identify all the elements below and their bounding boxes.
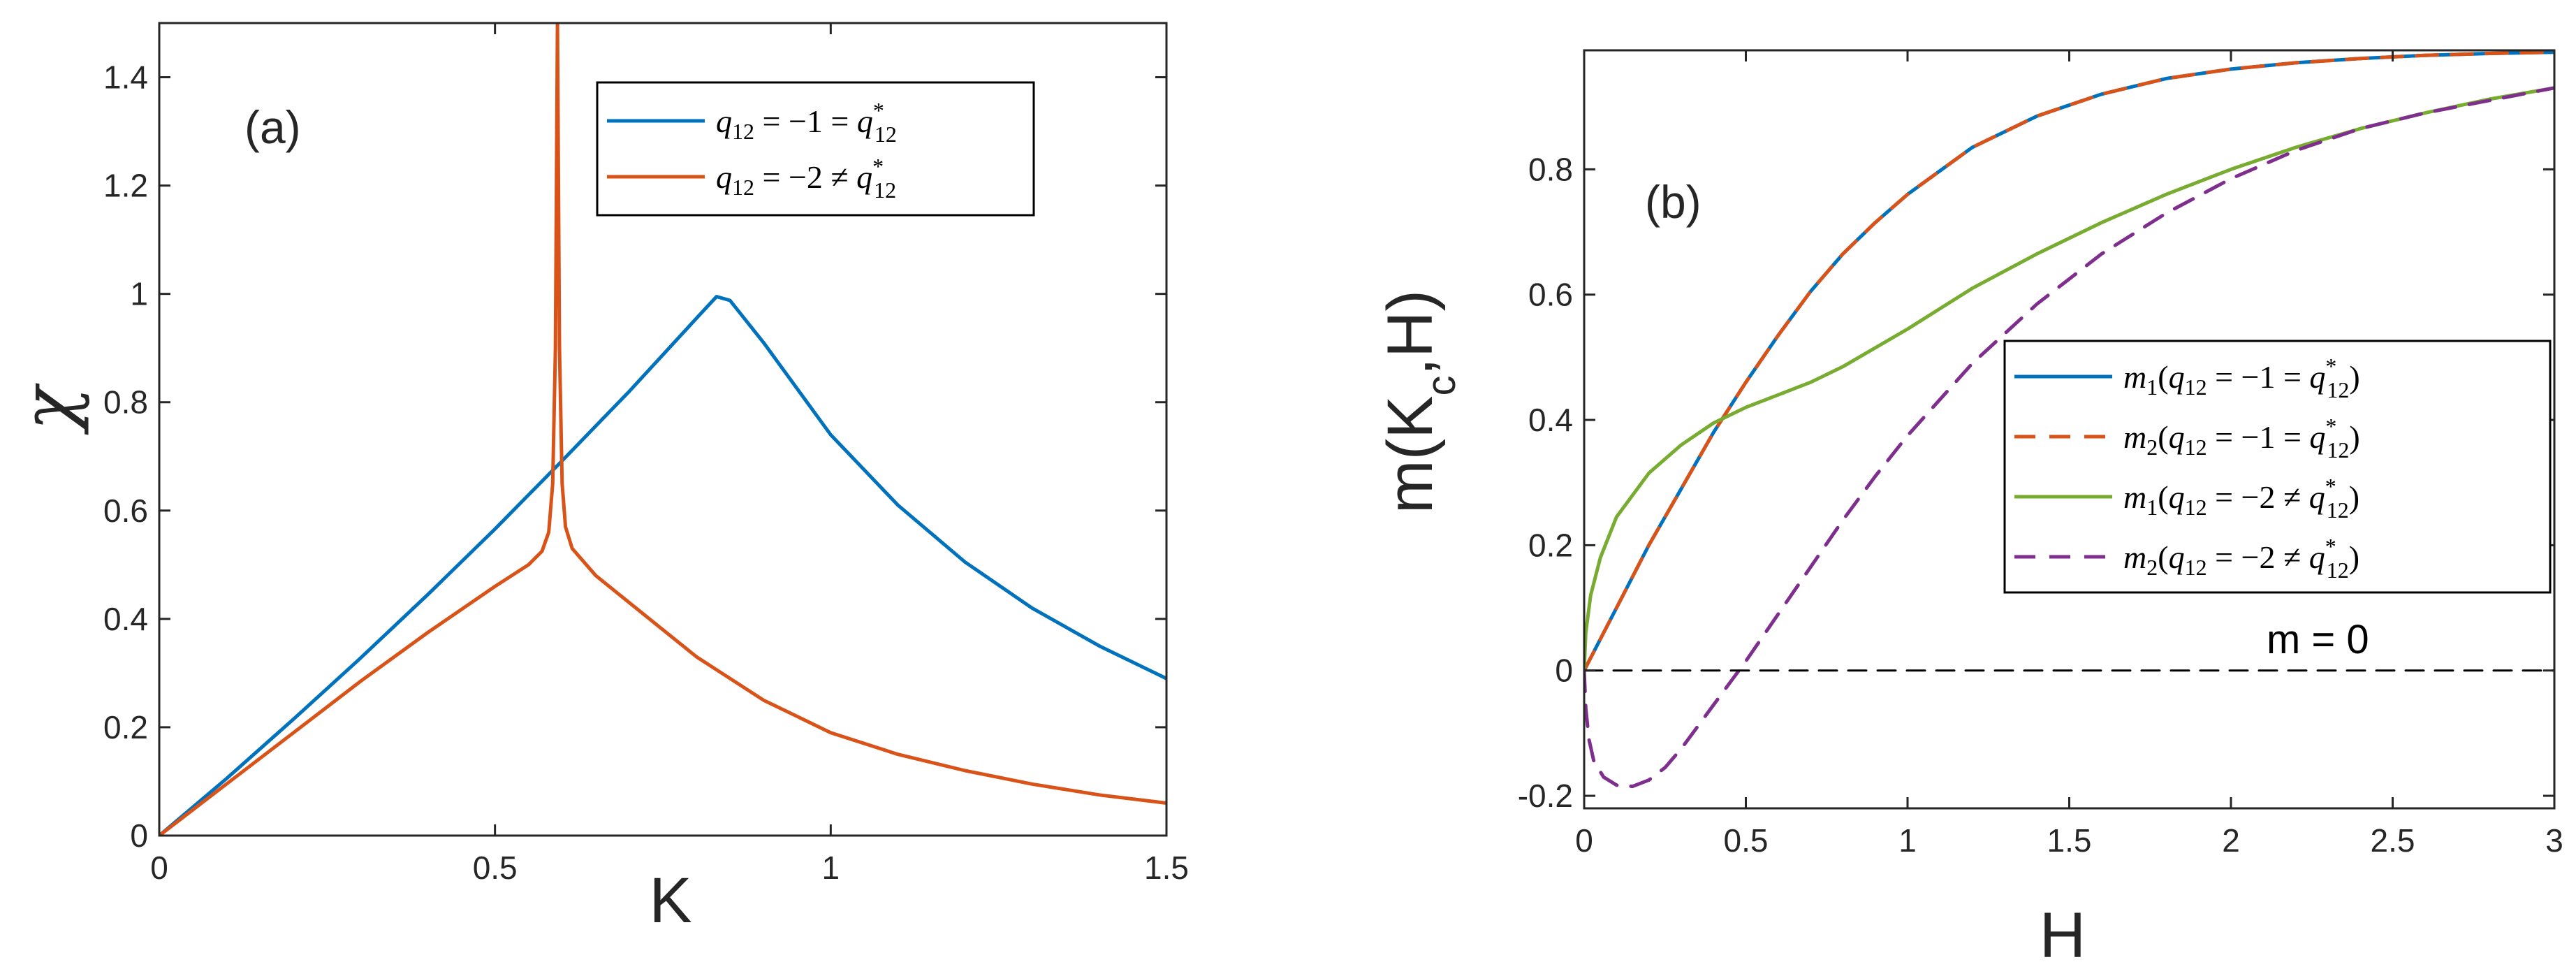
panel-b-legend-label-1: m1(q12 = −1 = q* 12) [2123,354,2360,402]
panel-b-plot-area: 0 0.5 1 1.5 2 2.5 3-0.200.20.40.60.8 [1518,49,2563,859]
panel-b-y-title-end: ,H) [1375,290,1446,376]
panel-b-x-tick-label: 1.5 [2047,822,2092,859]
panel-b-y-tick-label: 0.8 [1528,151,1573,187]
panel-a-plot-area: 0 0.5 1 1.5 0 0.2 0.4 0.6 0.8 1 1.2 1.4 [103,22,1189,886]
panel-b-legend-label-3: m1(q12 = −2 ≠ q* 12) [2123,474,2359,523]
panel-b-series-group [1584,50,2554,789]
panel-b-x-axis-title: H [2040,900,2086,971]
panel-a-legend-box [596,81,1035,217]
panel-b-x-tick-label: 2 [2222,822,2240,859]
panel-b-x-tick-label: 0 [1575,822,1593,859]
panel-a-x-tick-label: 1 [822,850,840,886]
panel-b-x-tick-label: 0.5 [1724,822,1769,859]
panel-a-axes-box [158,22,1168,837]
panel-a-x-tick-label: 0.5 [473,850,518,886]
panel-b-y-axis-title: m(Kc,H) [1375,290,1464,514]
panel-b-y-tick-label: 0.4 [1528,402,1573,438]
panel-b-annotation-m-zero: m = 0 [2267,617,2369,662]
panel-b-y-tick-label: -0.2 [1518,778,1573,814]
panel-a-label: (a) [244,101,301,153]
panel-a-x-axis-title: K [649,865,691,936]
panel-a-y-tick-label: 0.2 [103,709,148,745]
panel-b-legend-label-2: m2(q12 = −1 = q* 12) [2123,414,2360,462]
panel-a-series-line-1 [159,295,1166,836]
panel-b-x-tick-label: 2.5 [2371,822,2415,859]
panel-a-legend-label-1: q12 = −1 = q* 12 [716,98,897,147]
panel-b-x-tick-label: 3 [2545,822,2563,859]
panel-a-y-tick-label: 0 [130,817,148,854]
panel-b-y-tick-label: 0.2 [1528,527,1573,563]
panel-a-series-group [159,23,1166,836]
panel-b-x-tick-label: 1 [1898,822,1917,859]
panel-b-series-line-2 [1584,50,2554,673]
panel-a-x-tick-label: 1.5 [1144,850,1189,886]
panel-b-legend-label-4: m2(q12 = −2 ≠ q* 12) [2123,534,2359,583]
panel-a-y-tick-label: 1.2 [103,168,148,204]
panel-b-label: (b) [1645,176,1702,228]
panel-a-y-axis-title: χ [6,383,91,436]
panel-a-y-tick-label: 0.4 [103,601,148,637]
panel-b-legend: m1(q12 = −1 = q* 12) m2(q12 = −1 = q* 12) m1… [2003,340,2552,594]
panel-b-y-tick-label: 0 [1555,653,1573,689]
panel-a-y-tick-label: 1.4 [103,59,148,96]
panel-a-legend: q12 = −1 = q* 12 q12 = −2 ≠ q* 12 [596,81,1035,217]
panel-b-legend-box [2003,340,2552,594]
panel-a-y-tick-label: 0.6 [103,493,148,529]
panel-b-series-line-3 [1584,86,2554,673]
panel-a-y-tick-label: 1 [130,276,148,312]
panel-a-legend-label-2: q12 = −2 ≠ q* 12 [716,154,896,203]
panel-a-x-tick-label: 0 [150,850,168,886]
panel-a-y-tick-label: 0.8 [103,384,148,421]
panel-a-series-line-2 [159,23,1166,836]
panel-b-series-line-4 [1584,86,2554,789]
panel-b-y-title-sub: c [1419,376,1464,396]
panel-a: 0 0.5 1 1.5 0 0.2 0.4 0.6 0.8 1 1.2 1.4 (a) K χ q12… [6,22,1189,936]
panel-b-y-title-main: m(K [1375,396,1446,514]
panel-b: 0 0.5 1 1.5 2 2.5 3-0.200.20.40.60.8 (b) m = 0… [1375,49,2563,971]
panel-b-y-tick-label: 0.6 [1528,277,1573,313]
